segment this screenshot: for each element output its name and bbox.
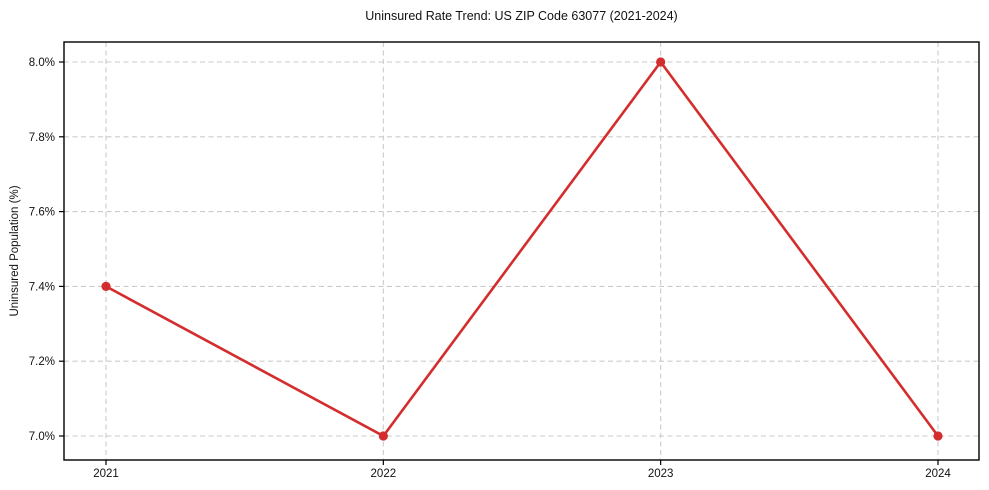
data-point-marker xyxy=(656,57,666,67)
x-tick-label: 2023 xyxy=(648,468,674,480)
x-tick-label: 2021 xyxy=(93,468,119,480)
y-tick-label: 7.6% xyxy=(29,207,55,219)
y-tick-label: 7.8% xyxy=(29,132,55,144)
y-tick-label: 8.0% xyxy=(29,57,55,69)
x-tick-label: 2022 xyxy=(371,468,397,480)
y-tick-label: 7.0% xyxy=(29,431,55,443)
axes-spine xyxy=(63,41,980,461)
data-point-marker xyxy=(378,431,388,441)
x-tick-label: 2024 xyxy=(925,468,951,480)
chart-title: Uninsured Rate Trend: US ZIP Code 63077 … xyxy=(365,9,678,23)
data-point-marker xyxy=(101,281,111,291)
y-tick-label: 7.4% xyxy=(29,281,55,293)
y-tick-label: 7.2% xyxy=(29,356,55,368)
trend-line xyxy=(104,60,940,438)
data-point-marker xyxy=(933,431,943,441)
